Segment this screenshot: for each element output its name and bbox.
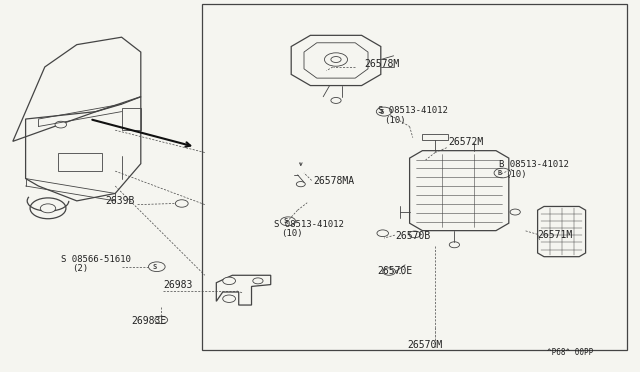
Text: 26578M: 26578M [365,59,400,69]
Text: (10): (10) [384,116,406,125]
Text: 26578MA: 26578MA [314,176,355,186]
Circle shape [175,200,188,207]
Text: 26571M: 26571M [538,230,573,240]
Circle shape [377,230,388,237]
Text: S: S [152,264,156,270]
Bar [58,153,102,171]
Bar [202,4,627,350]
Circle shape [510,209,520,215]
Circle shape [331,97,341,103]
Bar [422,134,448,140]
Circle shape [280,217,296,226]
Text: (10): (10) [506,170,527,179]
Circle shape [148,262,165,272]
Circle shape [449,242,460,248]
Text: B: B [498,170,502,176]
Text: S 08566-51610: S 08566-51610 [61,255,131,264]
Circle shape [409,231,420,238]
Text: S: S [284,218,287,224]
Text: 26570M: 26570M [408,340,443,350]
Text: (2): (2) [72,264,88,273]
Text: S 08513-41012: S 08513-41012 [378,106,447,115]
Text: 26570B: 26570B [396,231,431,241]
Circle shape [296,182,305,187]
Circle shape [40,204,56,213]
Circle shape [324,53,348,66]
Circle shape [253,278,263,284]
Text: (10): (10) [282,229,303,238]
Circle shape [155,316,168,324]
Text: S 08513-41012: S 08513-41012 [274,220,344,229]
Circle shape [223,277,236,285]
Text: 26983: 26983 [163,280,193,290]
Text: 26983E: 26983E [131,315,166,326]
Circle shape [55,121,67,128]
Bar [122,108,141,130]
Text: ^P68^ 00PP: ^P68^ 00PP [547,348,593,357]
Text: 26572M: 26572M [448,137,483,147]
Circle shape [383,268,396,275]
Text: 2639B: 2639B [106,196,135,206]
Circle shape [376,107,392,116]
Text: S: S [380,109,383,115]
Circle shape [494,168,511,178]
Text: 26570E: 26570E [378,266,413,276]
Circle shape [223,295,236,302]
Text: B 08513-41012: B 08513-41012 [499,160,569,169]
